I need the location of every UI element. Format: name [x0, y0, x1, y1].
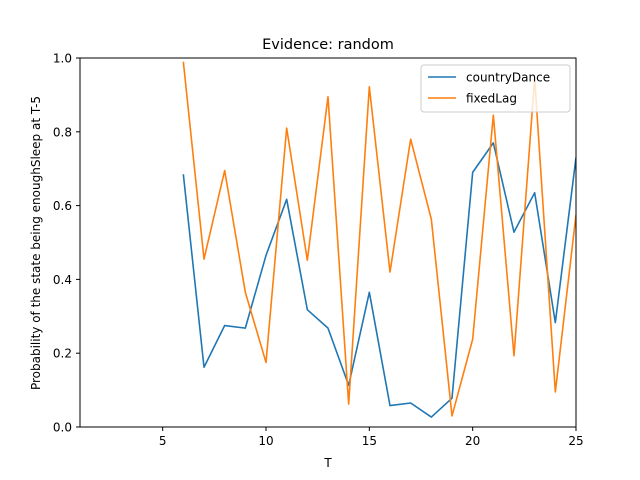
axes-layer: 5 10 15 20 25 0.0 0.2 0.4 0.6 0.8 1.0: [53, 52, 584, 449]
x-tick-label: 15: [362, 434, 377, 448]
series-line-fixedLag: [182, 61, 576, 417]
series-layer: [182, 61, 576, 418]
x-axis-label: T: [323, 456, 332, 470]
legend: countryDance fixedLag: [420, 64, 571, 113]
y-axis-label: Probability of the state being enoughSle…: [29, 96, 43, 390]
legend-label-fixedLag: fixedLag: [466, 92, 517, 106]
y-tick-label: 0.4: [53, 273, 72, 287]
y-tick-label: 0.8: [53, 125, 72, 139]
x-tick-label: 5: [159, 434, 167, 448]
series-line-countryDance: [182, 142, 576, 418]
y-tick-label: 0.2: [53, 347, 72, 361]
y-tick-label: 1.0: [53, 52, 72, 66]
x-tick-label: 20: [465, 434, 480, 448]
legend-label-countryDance: countryDance: [466, 71, 550, 85]
legend-box: [420, 64, 571, 113]
x-tick-label: 25: [568, 434, 583, 448]
chart-title: Evidence: random: [262, 37, 394, 53]
x-tick-label: 10: [258, 434, 273, 448]
y-tick-label: 0.0: [53, 421, 72, 435]
y-tick-label: 0.6: [53, 199, 72, 213]
plot-frame: [79, 57, 577, 428]
